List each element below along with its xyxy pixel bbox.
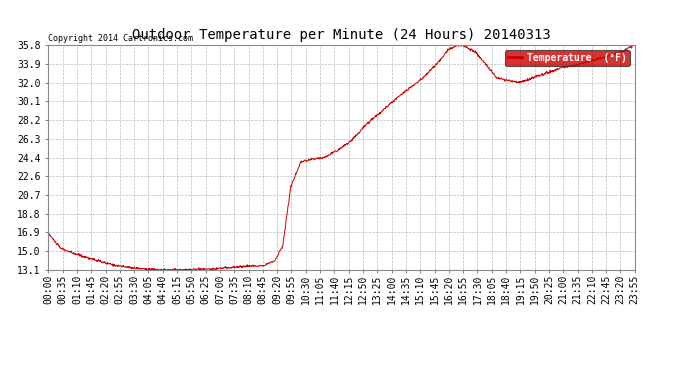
Title: Outdoor Temperature per Minute (24 Hours) 20140313: Outdoor Temperature per Minute (24 Hours… (132, 28, 551, 42)
Legend: Temperature  (°F): Temperature (°F) (505, 50, 630, 66)
Text: Copyright 2014 Cartronics.com: Copyright 2014 Cartronics.com (48, 34, 193, 43)
